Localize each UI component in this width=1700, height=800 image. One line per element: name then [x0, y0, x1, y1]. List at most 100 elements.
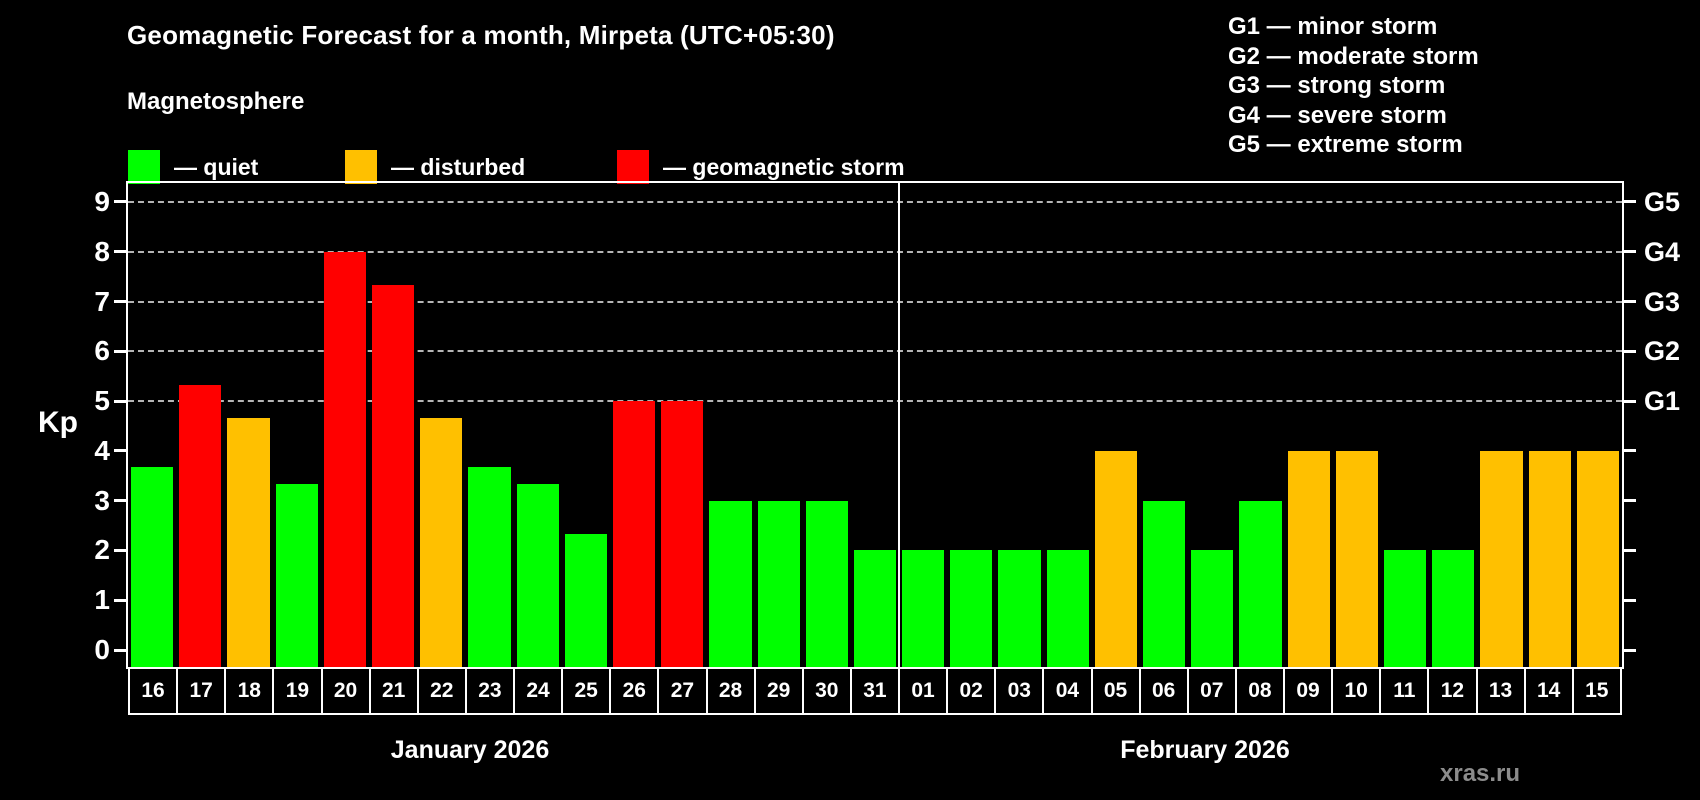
- right-axis-tick-6: [1624, 349, 1636, 353]
- day-cell-27: 27: [657, 667, 708, 715]
- kp-bar-20: [323, 251, 366, 667]
- watermark: xras.ru: [1440, 760, 1521, 787]
- y-axis-label-1: 1: [94, 584, 110, 616]
- kp-bar-21: [371, 285, 415, 667]
- kp-bar-15: [1576, 450, 1619, 667]
- right-axis-tick-8: [1624, 250, 1636, 254]
- day-cell-21: 21: [368, 667, 419, 715]
- g4-legend-line: G4 — severe storm: [1228, 101, 1447, 129]
- right-axis-label-g3: G3: [1644, 286, 1681, 317]
- y-axis-label-7: 7: [94, 285, 110, 317]
- kp-bar-09: [1287, 450, 1330, 667]
- gridline-kp6: [128, 350, 1622, 353]
- left-axis-tick-3: [114, 499, 126, 503]
- day-cell-12: 12: [1427, 667, 1478, 715]
- kp-bar-29: [757, 500, 800, 667]
- day-cell-29: 29: [753, 667, 804, 715]
- day-cell-10: 10: [1331, 667, 1382, 715]
- legend-label-disturbed: — disturbed: [391, 153, 526, 180]
- g2-legend-line: G2 — moderate storm: [1228, 42, 1479, 70]
- left-axis-tick-0: [114, 648, 126, 652]
- left-axis-tick-5: [114, 399, 126, 403]
- kp-bar-17: [179, 384, 222, 667]
- kp-bar-31: [853, 550, 897, 667]
- g3-legend-line: G3 — strong storm: [1228, 72, 1446, 99]
- day-axis-row: 16 17 18 19 20 21 22 23 24 25 26 27 28 29 30 31 01 02 03 04…: [128, 667, 1622, 715]
- g-scale-legend: G1 — minor storm G2 — moderate storm G3 …: [1228, 12, 1479, 160]
- kp-bar-07: [1191, 550, 1234, 667]
- day-cell-28: 28: [705, 667, 756, 715]
- kp-bar-18: [227, 417, 270, 667]
- day-cell-20: 20: [320, 667, 371, 715]
- gridline-kp8: [128, 250, 1622, 253]
- gridline-kp7: [128, 300, 1622, 303]
- right-axis-label-g4: G4: [1644, 236, 1681, 267]
- kp-bar-26: [612, 401, 656, 667]
- day-cell-26: 26: [609, 667, 660, 715]
- day-cell-11: 11: [1379, 667, 1430, 715]
- legend-item-disturbed: — disturbed: [345, 148, 525, 186]
- plot-area: [126, 181, 1624, 669]
- day-cell-13: 13: [1475, 667, 1526, 715]
- right-axis-tick-3: [1624, 499, 1636, 503]
- day-cell-31: 31: [849, 667, 900, 715]
- kp-bar-24: [516, 484, 559, 667]
- day-cell-02: 02: [946, 667, 997, 715]
- month-label-february: February 2026: [1120, 736, 1290, 764]
- day-cell-14: 14: [1523, 667, 1574, 715]
- month-label-january: January 2026: [390, 736, 550, 764]
- y-axis-title: Kp: [38, 406, 78, 439]
- right-axis-label-g5: G5: [1644, 186, 1681, 217]
- legend-item-quiet: — quiet: [128, 148, 258, 186]
- kp-bar-14: [1528, 450, 1571, 667]
- right-axis-tick-4: [1624, 449, 1636, 453]
- gridline-kp5: [128, 400, 1622, 403]
- kp-bar-27: [661, 401, 704, 667]
- y-axis-label-2: 2: [94, 534, 110, 566]
- left-axis-tick-4: [114, 449, 126, 453]
- kp-bar-05: [1094, 450, 1138, 667]
- legend-label-quiet: — quiet: [174, 153, 259, 180]
- y-axis-label-3: 3: [94, 484, 110, 516]
- right-axis-tick-0: [1624, 648, 1636, 652]
- day-cell-15: 15: [1571, 667, 1622, 715]
- storm-color-swatch: [617, 150, 649, 184]
- chart-title: Geomagnetic Forecast for a month, Mirpet…: [127, 20, 835, 50]
- day-cell-09: 09: [1283, 667, 1334, 715]
- kp-bar-25: [564, 534, 607, 667]
- chart-subtitle: Magnetosphere: [127, 88, 305, 115]
- day-cell-05: 05: [1090, 667, 1141, 715]
- day-cell-24: 24: [513, 667, 564, 715]
- y-axis-label-0: 0: [94, 634, 110, 665]
- g1-legend-line: G1 — minor storm: [1228, 13, 1438, 40]
- y-axis-label-8: 8: [94, 235, 110, 267]
- day-cell-23: 23: [464, 667, 515, 715]
- day-cell-06: 06: [1138, 667, 1189, 715]
- right-axis-label-g2: G2: [1644, 336, 1681, 367]
- kp-bar-22: [420, 417, 463, 667]
- kp-bar-28: [709, 500, 752, 667]
- g5-legend-line: G5 — extreme storm: [1228, 131, 1463, 158]
- kp-bar-19: [275, 484, 318, 667]
- kp-bar-06: [1143, 500, 1186, 667]
- day-cell-16: 16: [128, 667, 179, 715]
- kp-bar-11: [1384, 550, 1427, 667]
- day-cell-17: 17: [176, 667, 227, 715]
- kp-bar-04: [1046, 550, 1089, 667]
- gridline-kp9: [128, 200, 1622, 203]
- disturbed-color-swatch: [345, 150, 377, 184]
- day-cell-04: 04: [1042, 667, 1093, 715]
- y-axis-label-9: 9: [94, 185, 110, 217]
- day-cell-19: 19: [272, 667, 323, 715]
- y-axis-label-5: 5: [94, 385, 110, 417]
- left-axis-tick-9: [114, 200, 126, 204]
- right-axis-label-g1: G1: [1644, 386, 1681, 417]
- kp-bar-13: [1480, 450, 1523, 667]
- kp-bar-16: [131, 467, 174, 667]
- kp-bar-03: [998, 550, 1041, 667]
- right-axis-tick-2: [1624, 548, 1636, 552]
- y-axis-label-6: 6: [94, 335, 110, 367]
- right-axis-tick-9: [1624, 200, 1636, 204]
- day-cell-07: 07: [1186, 667, 1237, 715]
